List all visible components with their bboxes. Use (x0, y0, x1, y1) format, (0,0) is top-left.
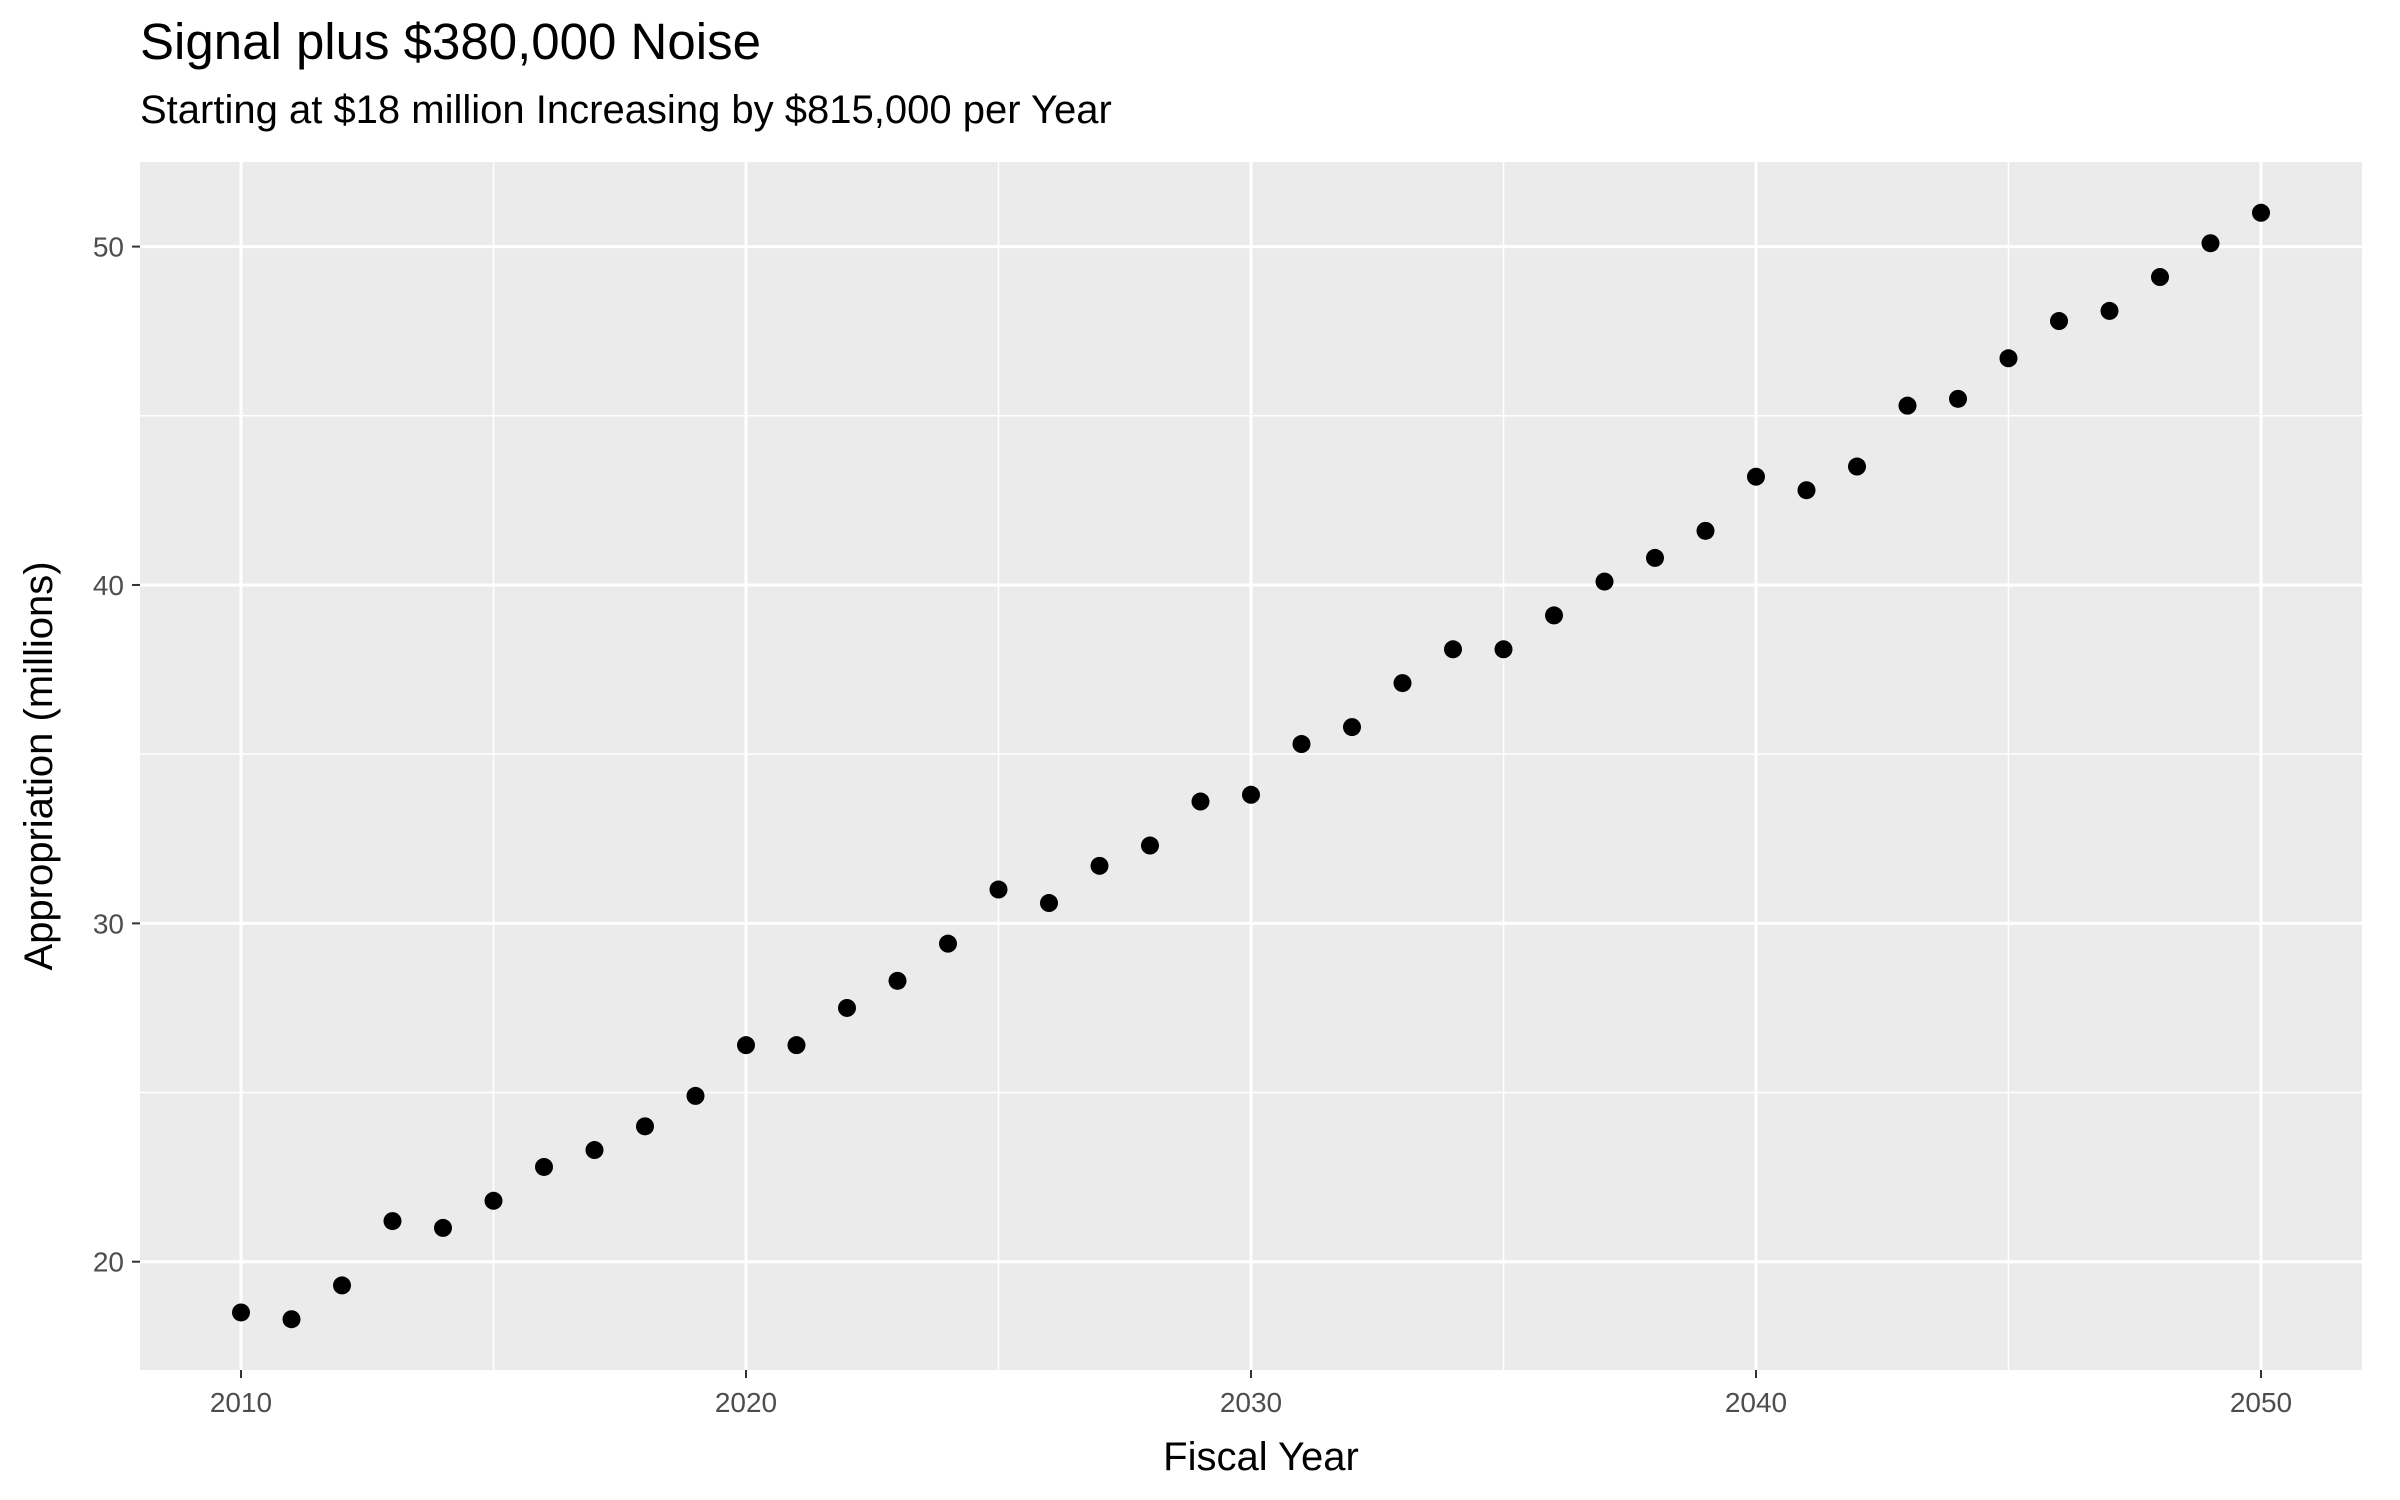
grid-lines (140, 162, 2362, 1370)
data-point (1747, 467, 1765, 486)
data-point (1040, 894, 1058, 913)
data-point (333, 1276, 351, 1295)
data-point (2100, 301, 2119, 320)
data-point (838, 998, 856, 1017)
x-tick-label: 2050 (2230, 1387, 2292, 1418)
data-point (1191, 792, 1210, 811)
data-point (636, 1117, 654, 1136)
data-point (1343, 718, 1361, 737)
x-axis-title: Fiscal Year (1163, 1435, 1359, 1479)
data-point (686, 1086, 705, 1105)
data-point (1797, 481, 1816, 500)
data-point (989, 880, 1008, 899)
data-point (1898, 396, 1917, 415)
data-point (1595, 572, 1614, 591)
data-point (737, 1036, 755, 1055)
data-point (2050, 312, 2068, 331)
data-point (434, 1218, 452, 1237)
x-tick-label: 2040 (1725, 1387, 1787, 1418)
data-point (787, 1036, 806, 1055)
data-point (1444, 640, 1462, 659)
data-point (1242, 785, 1260, 804)
data-point (2252, 203, 2270, 222)
y-tick-label: 50 (93, 232, 124, 263)
data-point (888, 971, 907, 990)
y-tick-label: 30 (93, 908, 124, 939)
data-point (1141, 836, 1159, 855)
data-point (1393, 674, 1412, 693)
data-point (1646, 548, 1664, 567)
data-points (232, 203, 2270, 1329)
data-point (585, 1141, 604, 1160)
data-point (1292, 735, 1311, 754)
x-tick-label: 2010 (210, 1387, 272, 1418)
data-point (1696, 521, 1715, 540)
data-point (1949, 389, 1967, 408)
x-tick-label: 2030 (1220, 1387, 1282, 1418)
data-point (1545, 606, 1563, 625)
data-point (282, 1310, 301, 1329)
data-point (535, 1157, 553, 1176)
y-tick-label: 20 (93, 1247, 124, 1278)
data-point (2151, 268, 2169, 287)
data-point (1848, 457, 1866, 476)
data-point (484, 1191, 503, 1210)
data-point (232, 1303, 250, 1322)
chart-title: Signal plus $380,000 Noise (140, 13, 761, 70)
data-point (939, 934, 957, 953)
x-tick-label: 2020 (715, 1387, 777, 1418)
y-axis-title: Appropriation (millions) (17, 561, 61, 970)
data-point (383, 1212, 402, 1231)
chart-subtitle: Starting at $18 million Increasing by $8… (140, 88, 1112, 132)
data-point (1090, 856, 1109, 875)
data-point (1494, 640, 1513, 659)
data-point (1999, 349, 2018, 368)
data-point (2201, 234, 2220, 253)
y-tick-label: 40 (93, 570, 124, 601)
